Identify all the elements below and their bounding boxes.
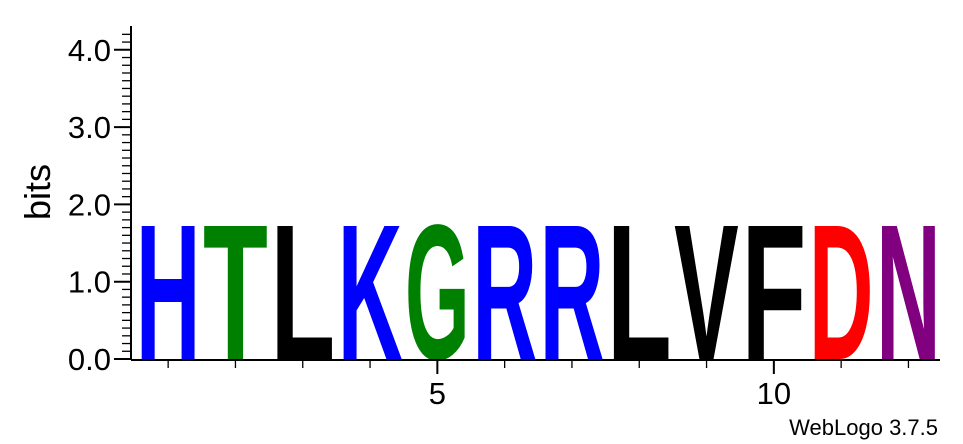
y-tick-label: 4.0 [68,33,111,68]
y-tick-label: 3.0 [68,110,111,145]
y-axis-title: bits [17,164,58,220]
y-tick-label: 2.0 [68,187,111,222]
logo-letter-t: T [203,185,268,401]
logo-letter-v: V [674,186,739,401]
y-axis: 0.0 1.0 2.0 3.0 4.0 [68,26,132,377]
logo-letter-l: L [270,185,335,401]
weblogo-credit: WebLogo 3.7.5 [789,415,938,440]
y-tick-label: 0.0 [68,342,111,377]
y-tick-label: 1.0 [68,265,111,300]
x-axis: 5 10 [131,359,940,411]
x-tick-label: 10 [757,376,791,411]
x-tick-label: 5 [429,376,446,411]
logo-letter-l: L [607,185,672,401]
